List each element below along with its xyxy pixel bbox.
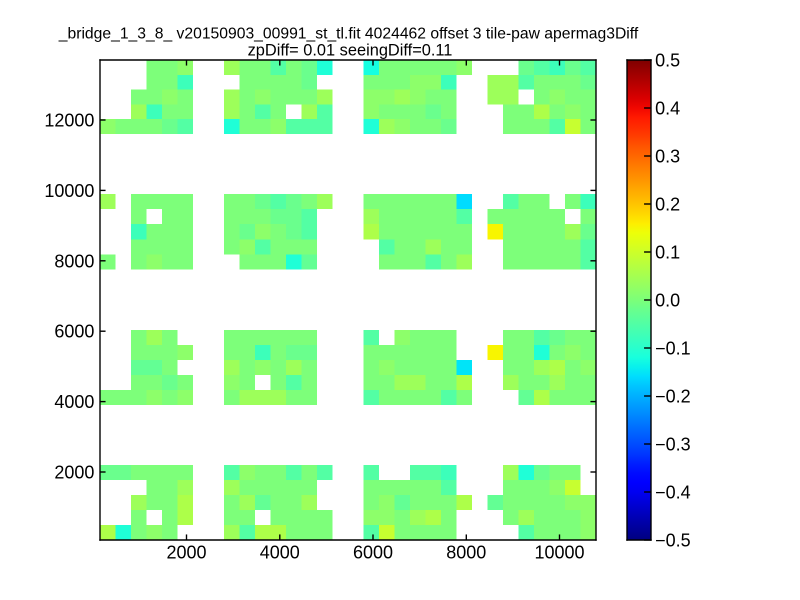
svg-text:0.5: 0.5 bbox=[655, 51, 680, 71]
svg-text:0.3: 0.3 bbox=[655, 147, 680, 167]
svg-text:0.2: 0.2 bbox=[655, 195, 680, 215]
svg-text:2000: 2000 bbox=[54, 463, 94, 483]
svg-text:8000: 8000 bbox=[54, 251, 94, 271]
svg-text:−0.3: −0.3 bbox=[655, 435, 691, 455]
svg-text:6000: 6000 bbox=[353, 543, 393, 563]
svg-text:10000: 10000 bbox=[534, 543, 584, 563]
svg-text:−0.4: −0.4 bbox=[655, 483, 691, 503]
svg-text:4000: 4000 bbox=[54, 392, 94, 412]
svg-text:10000: 10000 bbox=[44, 181, 94, 201]
svg-text:2000: 2000 bbox=[166, 543, 206, 563]
svg-text:zpDiff= 0.01 seeingDiff=0.11: zpDiff= 0.01 seeingDiff=0.11 bbox=[248, 41, 453, 59]
svg-text:4000: 4000 bbox=[260, 543, 300, 563]
svg-text:6000: 6000 bbox=[54, 322, 94, 342]
svg-text:12000: 12000 bbox=[44, 111, 94, 131]
svg-text:0.4: 0.4 bbox=[655, 99, 680, 119]
svg-text:−0.2: −0.2 bbox=[655, 387, 691, 407]
svg-text:8000: 8000 bbox=[446, 543, 486, 563]
svg-text:_bridge_1_3_8_ v20150903_00991: _bridge_1_3_8_ v20150903_00991_st_tl.fit… bbox=[58, 26, 639, 43]
svg-text:0.1: 0.1 bbox=[655, 243, 680, 263]
svg-text:−0.1: −0.1 bbox=[655, 339, 691, 359]
svg-text:−0.5: −0.5 bbox=[655, 531, 691, 551]
svg-text:0.0: 0.0 bbox=[655, 291, 680, 311]
